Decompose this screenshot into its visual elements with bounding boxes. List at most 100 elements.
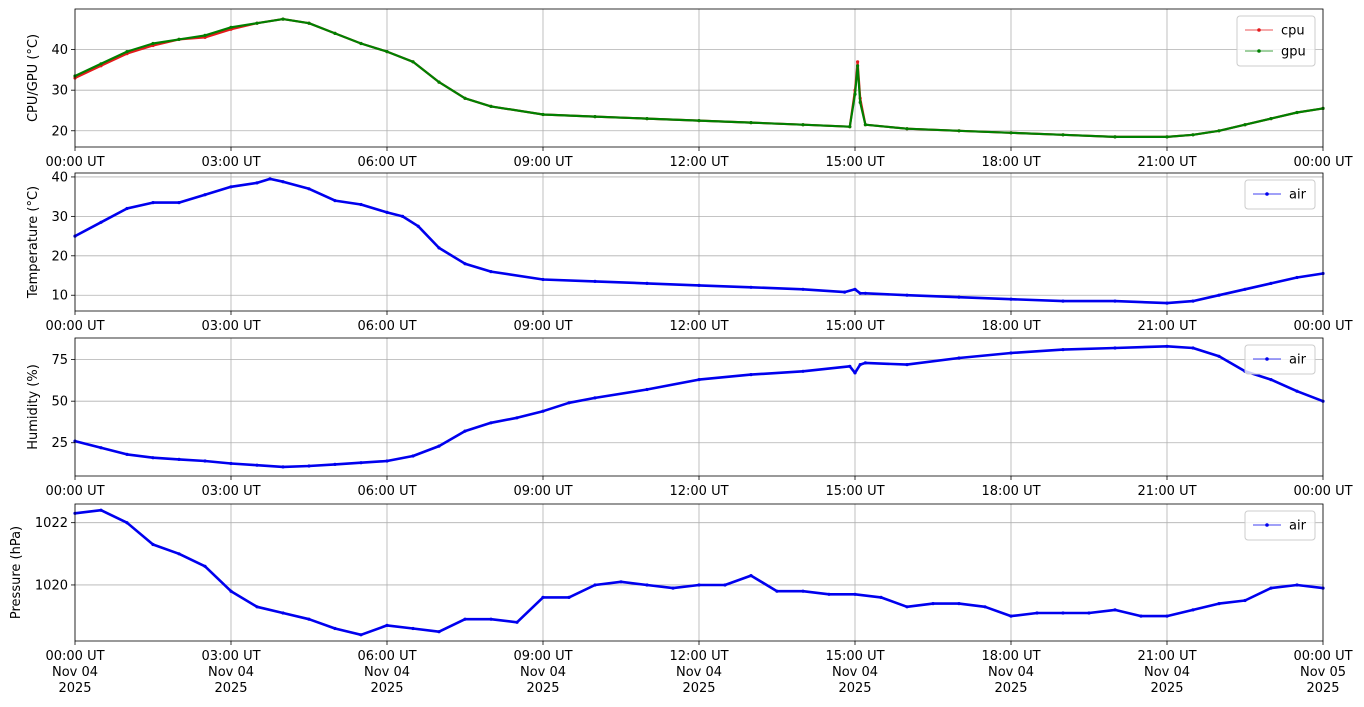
data-point-air	[463, 617, 467, 621]
data-point-air	[863, 361, 868, 365]
data-point-air	[593, 583, 597, 587]
data-point-air	[749, 574, 753, 578]
data-point-air	[1295, 275, 1299, 280]
x-tick-date: Nov 04	[988, 665, 1034, 680]
data-point-air	[255, 605, 259, 609]
data-point-air	[775, 589, 779, 593]
data-point-gpu	[359, 41, 363, 46]
x-tick-label: 15:00 UT	[825, 319, 884, 334]
data-point-gpu	[411, 60, 415, 64]
data-point-air	[697, 378, 701, 382]
data-point-air	[125, 452, 129, 456]
data-point-gpu	[1191, 133, 1195, 137]
data-point-gpu	[151, 41, 155, 46]
data-point-air	[281, 611, 285, 615]
data-point-air	[1061, 611, 1065, 615]
y-tick-label: 50	[51, 395, 68, 410]
x-tick-label: 15:00 UT	[825, 484, 884, 499]
data-point-air	[863, 291, 868, 295]
data-point-air	[801, 287, 805, 291]
data-point-air	[437, 246, 441, 250]
data-point-air	[1295, 389, 1299, 393]
data-point-gpu	[848, 125, 852, 129]
data-point-air	[1165, 301, 1169, 305]
data-point-gpu	[203, 33, 207, 38]
data-point-air	[671, 586, 675, 590]
x-tick-year: 2025	[526, 681, 559, 696]
data-point-air	[359, 633, 363, 637]
data-point-air	[1165, 614, 1169, 618]
data-point-air	[1269, 378, 1273, 382]
data-point-air	[203, 193, 207, 197]
data-point-gpu	[281, 17, 285, 21]
data-point-air	[1113, 608, 1117, 612]
data-point-air	[333, 462, 337, 466]
data-point-air	[437, 630, 441, 634]
x-tick-year: 2025	[682, 681, 715, 696]
x-tick-label: 09:00 UT	[513, 484, 572, 499]
legend-box	[1244, 510, 1316, 541]
legend-box	[1244, 344, 1316, 375]
data-point-gpu	[905, 127, 909, 131]
data-point-air	[697, 583, 701, 587]
x-tick-label: 03:00 UT	[201, 484, 260, 499]
data-point-air	[1061, 348, 1065, 352]
data-point-air	[268, 177, 272, 181]
data-point-air	[593, 279, 597, 283]
x-tick-label: 00:00 UT	[45, 649, 104, 664]
data-point-air	[1139, 614, 1143, 618]
data-point-air	[957, 295, 961, 299]
data-point-air	[255, 181, 259, 185]
data-point-air	[1009, 614, 1013, 618]
y-tick-label: 40	[51, 43, 68, 58]
y-tick-label: 1022	[35, 516, 68, 531]
data-point-air	[1191, 299, 1195, 303]
data-point-air	[749, 373, 753, 377]
y-tick-label: 20	[51, 124, 68, 139]
data-point-air	[385, 459, 389, 463]
data-point-air	[1217, 293, 1221, 297]
data-point-gpu	[957, 129, 961, 133]
legend-marker-gpu	[1257, 49, 1261, 53]
data-point-air	[229, 185, 233, 189]
data-point-air	[333, 199, 337, 203]
legend-box	[1244, 179, 1316, 210]
data-point-gpu	[333, 31, 337, 35]
subplot-1: 20 30 40 00:00 UT 03:00 UT 06:00 UT 09:00 UT 12…	[26, 8, 1353, 170]
data-point-air	[515, 620, 519, 624]
x-tick-label: 03:00 UT	[201, 319, 260, 334]
x-tick-label: 00:00 UT	[45, 319, 104, 334]
x-tick-label: 03:00 UT	[201, 649, 260, 664]
data-point-gpu	[1269, 117, 1273, 121]
data-point-air	[905, 293, 909, 297]
x-tick-date: Nov 04	[364, 665, 410, 680]
legend-marker-air	[1265, 357, 1269, 361]
y-axis-label: CPU/GPU (°C)	[26, 34, 41, 122]
y-tick-label: 10	[51, 289, 68, 304]
x-tick-date: Nov 04	[52, 665, 98, 680]
x-tick-label: 21:00 UT	[1137, 155, 1196, 170]
y-axis-label: Humidity (%)	[26, 364, 41, 450]
data-point-air	[1061, 299, 1065, 303]
x-tick-date: Nov 04	[832, 665, 878, 680]
data-point-gpu	[541, 112, 545, 117]
legend-label-air: air	[1289, 188, 1307, 203]
data-point-air	[853, 371, 857, 375]
data-point-gpu	[125, 50, 129, 54]
data-point-air	[1269, 586, 1273, 590]
data-point-gpu	[801, 123, 805, 127]
x-tick-label: 09:00 UT	[513, 319, 572, 334]
legend-box	[1236, 15, 1316, 67]
data-point-air	[645, 583, 649, 587]
legend-label-gpu: gpu	[1281, 45, 1306, 60]
data-point-air	[858, 291, 862, 295]
x-tick-year: 2025	[994, 681, 1027, 696]
x-tick-date: Nov 04	[520, 665, 566, 680]
data-point-gpu	[858, 100, 862, 104]
data-point-gpu	[1217, 129, 1221, 133]
data-point-air	[203, 564, 207, 568]
data-point-air	[801, 589, 805, 593]
data-point-air	[1035, 611, 1039, 615]
x-tick-label: 00:00 UT	[1293, 155, 1352, 170]
